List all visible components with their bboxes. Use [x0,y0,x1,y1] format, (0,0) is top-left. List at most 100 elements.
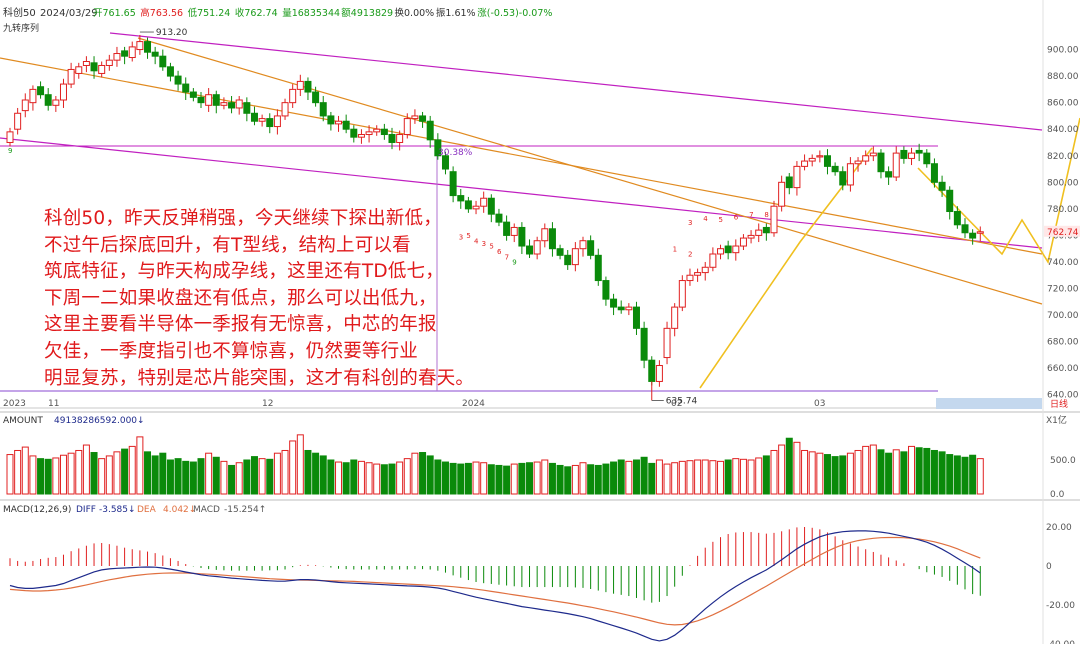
macd-lines [9,530,981,642]
candle-body [59,83,67,101]
candle-body [296,80,304,90]
amount-unit: X1亿 [1046,414,1067,426]
candle-body [212,94,220,106]
candle-body [610,298,618,308]
price-axis: 900.00 880.00 860.00 840.00 820.00 800.00 780.… [1047,46,1079,401]
macd-tick-label: -40.00 [1046,640,1075,644]
candle-body [579,240,587,250]
date-tick-label: 11 [48,399,59,409]
candle-body [762,226,770,234]
quote-header: 科创50 2024/03/29 开761.65 高763.56 低751.24 收76… [3,6,552,34]
amount-bar [327,459,335,495]
date-tick-label: 02 [671,399,682,409]
candle-body [961,224,969,234]
amount-bar [533,461,541,495]
amount-bar [82,444,90,495]
candle-body [915,149,923,154]
candle-body [304,80,312,93]
amount-bar [556,464,564,495]
amount-bar [846,452,854,495]
candlestick-series [6,34,984,401]
amount-bar [434,459,442,495]
candle-body [373,128,381,133]
amount-bar [564,466,572,495]
trendline-magenta-upper [109,32,1043,131]
candle-body [594,254,602,282]
candle-body [449,171,457,197]
quote-field: 涨(-0.53)-0.07% [477,8,552,19]
amount-bar [121,448,129,495]
candle-body [839,171,847,186]
amount-bar [205,452,213,495]
diff-value: -3.585↓ [99,505,136,515]
amount-bar [159,452,167,495]
macd-label: MACD(12,26,9) [3,505,71,515]
amount-bar [464,462,472,495]
candle-body [564,254,572,266]
td-number: 4 [703,215,708,223]
candle-body [82,61,90,66]
td-number: 7 [505,253,509,261]
candle-body [648,359,656,382]
amount-bar [617,459,625,495]
candle-body [854,160,862,165]
candle-body [266,118,274,128]
macd-axis: 20.00 0 -20.00 -40.00 [1046,523,1075,648]
candle-body [75,66,83,74]
candle-body [357,134,365,138]
candle-body [121,50,129,57]
quote-field: 额4913829 [341,7,393,19]
candle-body [908,152,916,159]
candle-body [526,245,534,255]
amount-bar [854,449,862,495]
candle-body [441,155,449,170]
commentary-line: 不过午后探底回升，有T型线，结构上可以看 [44,234,411,256]
candle-body [136,41,144,51]
amount-bar [632,459,640,495]
candle-body [640,327,648,361]
amount-bar [961,456,969,495]
candle-body [487,197,495,215]
candle-body [235,99,243,109]
amount-bar [373,463,381,495]
quote-field: 换0.00% [395,7,435,19]
amount-bar [801,449,809,495]
candle-body [335,120,343,125]
candle-body [701,266,709,274]
amount-bar [747,459,755,495]
amount-bar [877,449,885,495]
amount-bar [548,462,556,495]
td-number: 9 [8,147,12,155]
candle-body [6,131,14,143]
amount-bar [770,449,778,495]
price-tick-label: 740.00 [1047,258,1079,268]
symbol-label: 科创50 [3,6,36,19]
amount-bar [29,455,37,495]
candle-body [403,118,411,136]
candle-body [877,152,885,173]
candle-body [869,152,877,157]
amount-bar [762,455,770,495]
amount-bar [266,458,274,495]
amount-bar [457,463,465,495]
amount-bar [14,449,22,495]
candle-body [52,99,60,106]
amount-bar [739,458,747,495]
date-tick-label: 03 [814,399,825,409]
amount-bar [197,458,205,495]
amount-bar [296,434,304,495]
amount-bar [892,449,900,495]
candle-body [602,280,610,300]
amount-bar [930,449,938,495]
td-number: 9 [512,259,516,267]
candle-body [946,189,954,213]
amount-bar [823,454,831,495]
price-tick-label: 800.00 [1047,178,1079,188]
candle-body [831,165,839,173]
amount-bar [403,458,411,495]
amount-bar [319,455,327,495]
amount-bar [594,464,602,495]
candle-body [808,157,816,162]
candle-body [923,152,931,165]
